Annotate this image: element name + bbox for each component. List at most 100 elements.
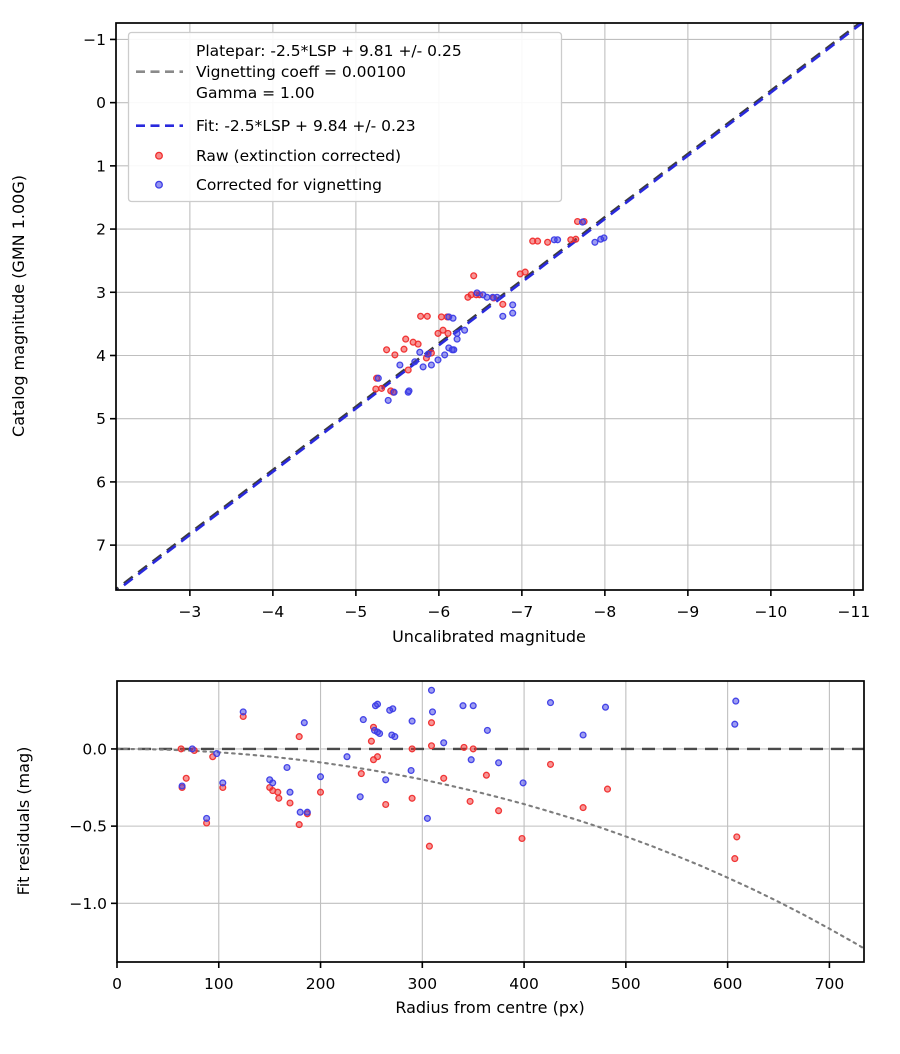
x-tick-label: −6 [427,603,450,621]
scatter-point [534,237,542,245]
scatter-point [316,773,325,781]
x-tick-label: 400 [509,975,539,993]
scatter-point [219,779,227,787]
scatter-point [427,686,436,694]
bottom-chart-fit-residuals: 0 100 200 300 400 500 600 700 0.0 −0.5 −1.0 [69,680,865,993]
scatter-point [601,703,610,711]
scatter-point [203,814,211,822]
y-tick-label: 0.0 [82,740,107,758]
scatter-point [470,272,478,280]
scatter-point [356,793,364,801]
scatter-point [408,717,416,725]
scatter-point [303,808,311,816]
scatter-point [316,788,325,796]
scatter-point [731,855,739,863]
scatter-point [188,745,196,753]
scatter-point [509,301,517,309]
x-tick-label: −5 [344,603,367,621]
scatter-point [425,842,433,850]
scatter-point [600,234,608,242]
scatter-point [391,733,399,741]
x-tick-label: 0 [112,975,122,993]
scatter-point [427,719,436,727]
scatter-point [579,804,587,812]
scatter-point [733,833,741,841]
scatter-point [439,326,447,334]
scatter-point [286,799,294,807]
scatter-point [469,702,477,710]
x-tick-label: 200 [306,975,336,993]
scatter-point [402,335,410,343]
scatter-point [417,312,425,320]
x-tick-label: −4 [261,603,284,621]
x-tick-label: 500 [611,975,641,993]
legend-dot-sample [155,180,163,189]
scatter-point [546,699,555,707]
y-tick-label: 4 [96,347,106,365]
x-tick-label: −9 [676,603,699,621]
scatter-point [603,785,612,793]
scatter-point [416,348,424,356]
scatter-point [407,766,415,775]
legend-label: Platepar: -2.5*LSP + 9.81 +/- 0.25 [196,42,462,60]
raw-scatter-points [372,217,588,396]
scatter-point [382,800,390,809]
y-tick-label: −0.5 [69,818,107,836]
scatter-point [466,797,474,805]
scatter-point [495,807,503,815]
scatter-point [509,309,517,317]
legend-dot-sample [155,151,163,160]
x-tick-label: −10 [755,603,788,621]
scatter-point [376,729,384,738]
x-tick-label: 300 [408,975,438,993]
scatter-point [495,759,503,767]
scatter-point [411,358,419,366]
scatter-point [178,782,186,790]
scatter-point [448,346,456,354]
x-tick-label: 700 [815,975,845,993]
scatter-point [440,739,448,747]
scatter-point [177,745,185,753]
top-chart-magnitude-fit: −3 −4 −5 −6 −7 −8 −9 −10 −11−101234567Platepar: … [83,22,871,621]
top-chart-x-axis-label: Uncalibrated magnitude [392,627,586,646]
y-tick-label: 1 [96,157,106,175]
scatter-point [483,726,491,734]
scatter-point [428,708,437,716]
x-tick-label: −11 [838,603,871,621]
y-tick-label: 0 [96,94,106,112]
y-tick-label: 2 [96,221,106,239]
y-tick-label: −1.0 [69,895,107,913]
x-tick-label: −3 [178,603,201,621]
bottom-chart-y-axis-label: Fit residuals (mag) [14,747,33,896]
scatter-point [467,756,475,764]
scatter-point [518,834,526,843]
scatter-point [286,788,294,796]
legend: Platepar: -2.5*LSP + 9.81 +/- 0.25 Vignet… [127,31,563,203]
scatter-point [453,335,461,343]
scatter-point [343,753,351,761]
legend-label: Gamma = 1.00 [196,84,315,102]
scatter-point [382,776,390,784]
x-tick-label: −7 [510,603,533,621]
scatter-point [269,779,277,787]
legend-label: Raw (extinction corrected) [196,147,401,165]
legend-label: Fit: -2.5*LSP + 9.84 +/- 0.23 [196,117,416,135]
scatter-point [444,329,452,337]
scatter-point [441,351,449,359]
scatter-point [389,705,397,713]
scatter-point [434,356,442,364]
y-tick-label: −1 [83,31,106,49]
scatter-point [437,313,445,321]
legend-label: Corrected for vignetting [196,176,382,194]
scatter-point [296,808,304,816]
scatter-point [521,268,529,276]
scatter-point [493,293,501,301]
scatter-point [461,326,469,334]
scatter-point [374,374,382,382]
scatter-point [732,697,740,705]
scatter-point [440,774,448,782]
scatter-point [373,753,382,761]
scatter-point [295,733,303,741]
